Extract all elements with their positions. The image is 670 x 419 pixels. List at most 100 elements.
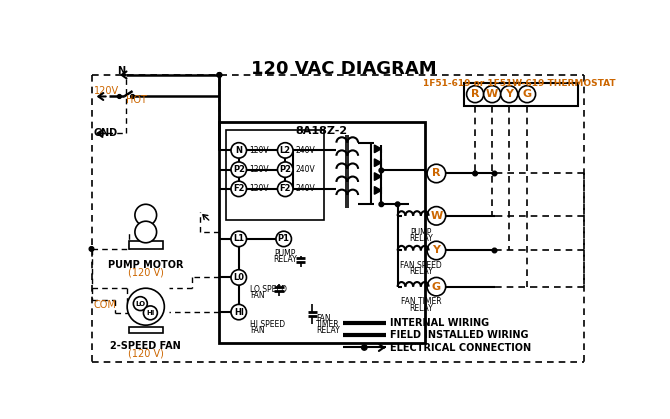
Text: 120V: 120V [94, 86, 119, 96]
Circle shape [500, 86, 518, 103]
Text: LO: LO [135, 300, 145, 307]
Bar [129, 241, 163, 249]
Text: HI: HI [234, 308, 244, 317]
Text: 120V: 120V [249, 184, 269, 194]
Text: 2-SPEED FAN: 2-SPEED FAN [111, 341, 181, 351]
Circle shape [492, 171, 497, 176]
Text: 1F51-619 or 1F51W-619 THERMOSTAT: 1F51-619 or 1F51W-619 THERMOSTAT [423, 79, 616, 88]
Circle shape [231, 162, 247, 177]
Text: W: W [430, 211, 442, 221]
Circle shape [276, 231, 291, 247]
Text: N: N [117, 66, 125, 76]
Text: HI SPEED: HI SPEED [251, 320, 285, 329]
Text: FIELD INSTALLED WIRING: FIELD INSTALLED WIRING [390, 330, 529, 340]
Text: G: G [431, 282, 441, 292]
Text: FAN: FAN [251, 291, 265, 300]
Text: PUMP MOTOR: PUMP MOTOR [108, 260, 184, 270]
Text: INTERNAL WIRING: INTERNAL WIRING [390, 318, 489, 328]
Polygon shape [375, 159, 381, 166]
Circle shape [231, 270, 247, 285]
Text: L1: L1 [233, 234, 245, 243]
Circle shape [492, 248, 497, 253]
Circle shape [117, 95, 121, 98]
Text: PUMP: PUMP [410, 228, 431, 237]
Text: P1: P1 [277, 234, 289, 243]
Bar [464, 83, 578, 106]
Circle shape [135, 221, 157, 243]
Text: N: N [235, 146, 243, 155]
Circle shape [131, 95, 135, 98]
Text: R: R [471, 89, 479, 99]
Text: W: W [486, 89, 498, 99]
Polygon shape [375, 173, 381, 181]
Circle shape [89, 247, 94, 251]
Text: 240V: 240V [295, 184, 315, 194]
Circle shape [231, 143, 247, 158]
Text: FAN SPEED: FAN SPEED [400, 261, 442, 270]
Bar [226, 129, 324, 220]
Circle shape [143, 306, 157, 320]
Text: 120 VAC DIAGRAM: 120 VAC DIAGRAM [251, 59, 436, 78]
Polygon shape [375, 145, 381, 153]
Text: F2: F2 [233, 184, 245, 194]
Circle shape [427, 164, 446, 183]
Text: RELAY: RELAY [273, 255, 297, 264]
Text: F2: F2 [279, 184, 291, 194]
Text: FAN TIMER: FAN TIMER [401, 297, 441, 306]
Text: PUMP: PUMP [275, 249, 296, 258]
Circle shape [466, 86, 484, 103]
Circle shape [217, 72, 222, 77]
Text: HI: HI [146, 310, 155, 316]
Circle shape [519, 86, 535, 103]
Text: ELECTRICAL CONNECTION: ELECTRICAL CONNECTION [390, 342, 531, 352]
Text: RELAY: RELAY [409, 304, 433, 313]
Circle shape [277, 143, 293, 158]
Text: RELAY: RELAY [409, 234, 433, 243]
Circle shape [427, 241, 446, 260]
Text: (120 V): (120 V) [128, 348, 163, 358]
Text: COM: COM [94, 300, 117, 310]
Text: GND: GND [93, 129, 117, 138]
Text: 120V: 120V [249, 165, 269, 174]
Text: G: G [523, 89, 531, 99]
Text: RELAY: RELAY [409, 267, 433, 277]
Circle shape [427, 207, 446, 225]
Circle shape [379, 202, 384, 207]
Circle shape [133, 297, 147, 310]
Text: L0: L0 [233, 273, 245, 282]
Circle shape [473, 171, 478, 176]
Circle shape [427, 277, 446, 296]
Circle shape [484, 86, 500, 103]
Text: RELAY: RELAY [316, 326, 340, 335]
Bar [219, 122, 425, 343]
Circle shape [135, 204, 157, 226]
Text: 8A18Z-2: 8A18Z-2 [295, 126, 348, 136]
Text: TIMER: TIMER [316, 320, 340, 329]
Circle shape [231, 231, 247, 247]
Circle shape [277, 162, 293, 177]
Bar [129, 327, 163, 333]
Circle shape [127, 288, 164, 325]
Circle shape [277, 181, 293, 197]
Text: P2: P2 [279, 165, 291, 174]
Circle shape [362, 345, 367, 350]
Text: FAN: FAN [251, 326, 265, 335]
Text: P2: P2 [232, 165, 245, 174]
Text: FAN: FAN [316, 314, 331, 323]
Text: 120V: 120V [249, 146, 269, 155]
Circle shape [231, 181, 247, 197]
Text: HOT: HOT [127, 96, 147, 105]
Circle shape [217, 72, 222, 77]
Text: Y: Y [432, 246, 440, 256]
Text: 240V: 240V [295, 165, 315, 174]
Circle shape [379, 168, 384, 173]
Text: LO SPEED: LO SPEED [251, 285, 287, 294]
Text: Y: Y [505, 89, 513, 99]
Text: R: R [432, 168, 441, 178]
Circle shape [231, 304, 247, 320]
Text: 240V: 240V [295, 146, 315, 155]
Text: (120 V): (120 V) [128, 267, 163, 277]
Circle shape [395, 202, 400, 207]
Polygon shape [375, 186, 381, 194]
Text: L2: L2 [279, 146, 291, 155]
